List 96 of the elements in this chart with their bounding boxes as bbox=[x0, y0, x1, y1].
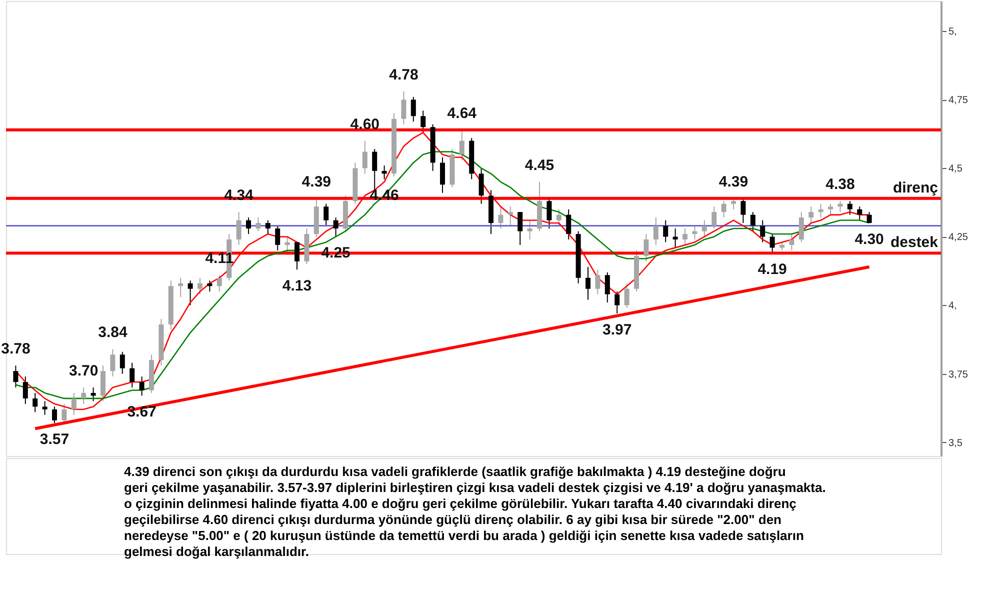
candlestick bbox=[246, 217, 251, 234]
candlestick bbox=[188, 280, 193, 306]
candlestick bbox=[518, 212, 523, 246]
candlestick bbox=[760, 220, 766, 243]
ref-line-label: destek bbox=[890, 234, 939, 252]
candlestick bbox=[644, 233, 649, 262]
y-tick-label: 4, bbox=[948, 300, 957, 312]
candlestick bbox=[52, 406, 57, 424]
candlestick bbox=[256, 217, 261, 232]
candlestick bbox=[110, 348, 116, 378]
candlestick bbox=[362, 140, 368, 174]
candlestick bbox=[382, 164, 387, 180]
candlestick bbox=[498, 206, 504, 229]
candlestick bbox=[546, 198, 552, 229]
candlestick bbox=[42, 400, 48, 416]
candlestick bbox=[324, 203, 329, 226]
text: 4.13 bbox=[282, 278, 312, 295]
candlestick bbox=[682, 228, 688, 246]
candlestick bbox=[712, 206, 717, 229]
text: 4.78 bbox=[389, 66, 418, 84]
candlestick bbox=[828, 203, 833, 216]
candlestick bbox=[604, 272, 610, 304]
candlestick bbox=[653, 217, 658, 246]
candlestick bbox=[702, 220, 707, 238]
candlestick bbox=[216, 274, 222, 292]
candlestick bbox=[692, 225, 698, 240]
ref-line-label: direnç bbox=[892, 179, 938, 196]
text: 4.45 bbox=[524, 156, 554, 174]
candlestick bbox=[847, 200, 852, 216]
candlestick bbox=[614, 291, 620, 314]
text: 3.70 bbox=[69, 362, 98, 380]
candlestick bbox=[284, 236, 290, 254]
candlestick bbox=[808, 206, 814, 224]
candlestick bbox=[130, 362, 135, 388]
candlestick bbox=[333, 217, 338, 238]
text: 3.78 bbox=[1, 340, 30, 358]
y-tick-label: 3,75 bbox=[948, 369, 968, 380]
candlestick bbox=[32, 392, 38, 413]
candlestick bbox=[789, 233, 794, 251]
candlestick bbox=[857, 206, 862, 221]
text: 3.84 bbox=[98, 324, 128, 342]
candlestick bbox=[71, 392, 76, 416]
text: 4.38 bbox=[826, 176, 855, 194]
y-tick-label: 3,5 bbox=[948, 438, 963, 449]
candlestick bbox=[81, 386, 86, 404]
candlestick bbox=[586, 266, 590, 300]
candlestick bbox=[798, 212, 804, 243]
candlestick bbox=[672, 228, 678, 248]
text: 4.39 bbox=[302, 173, 331, 190]
candlestick bbox=[440, 156, 445, 194]
candlestick bbox=[294, 242, 300, 270]
candlestick bbox=[459, 129, 464, 160]
candlestick bbox=[740, 198, 746, 224]
text: 3.67 bbox=[127, 404, 156, 421]
candlestick bbox=[178, 277, 184, 298]
candlestick bbox=[275, 225, 280, 251]
candlestick bbox=[818, 203, 824, 218]
y-tick-label: 4,75 bbox=[948, 95, 968, 106]
candlestick bbox=[527, 220, 532, 240]
candlestick bbox=[62, 403, 67, 424]
candlestick bbox=[556, 208, 562, 226]
candlestick bbox=[198, 277, 202, 295]
candlestick bbox=[721, 200, 726, 218]
candlestick bbox=[566, 208, 572, 240]
candlestick bbox=[236, 212, 242, 246]
candlestick bbox=[265, 220, 270, 234]
candlestick bbox=[478, 168, 484, 204]
candlestick bbox=[401, 90, 406, 125]
candlestick bbox=[22, 376, 28, 404]
candlestick bbox=[838, 200, 843, 213]
candlestick bbox=[13, 365, 18, 388]
candlestick bbox=[410, 96, 416, 122]
candlestick bbox=[750, 212, 756, 232]
y-tick-label: 5, bbox=[948, 26, 957, 38]
text: 4.19 bbox=[758, 261, 787, 278]
text: 4.11 bbox=[205, 250, 234, 268]
candlestick bbox=[372, 148, 378, 191]
y-tick-label: 4,5 bbox=[948, 164, 963, 175]
candlestick bbox=[120, 351, 125, 374]
candlestick bbox=[508, 206, 513, 226]
text: 4.64 bbox=[447, 104, 476, 122]
text: 4.39 direnci son çıkışı da durdurdu kısa vadeli grafiklerde (saatlik grafiğe bakılmakta ) 4.19 desteğine doğru geri çekilme yaşanabilir. 3.57-3.97 diplerini birleştiren çizgi kısa vadeli destek çizgisi ve 4.19' a doğru yanaşmakta. o çizginin delinmesi halinde fiyatta 4.00 e doğru geri çekilme görülebilir. Yukarı tarafta 4.40 civarındaki direnç geçilebilirse 4.60 direnci çıkışı durdurma yönünde güçlü direnç olabilir. 6 ay gibi kısa bir sürede "2.00" den neredeyse "5.00" e ( 20 kuruşun üstünde da temettü verdi bu arada ) geldiği için senette kısa vadede satışların gelmesi doğal karşılanmalıdır. bbox=[124, 464, 826, 559]
text: 3.97 bbox=[602, 321, 632, 338]
candlestick bbox=[595, 269, 600, 295]
candlestick bbox=[420, 110, 426, 134]
text: 4.39 bbox=[718, 173, 748, 190]
candlestick bbox=[207, 280, 212, 292]
candlestick bbox=[663, 220, 668, 243]
candlestick bbox=[139, 376, 144, 396]
candlestick bbox=[624, 282, 630, 308]
candlestick bbox=[90, 386, 96, 402]
text: 4.30 bbox=[854, 231, 884, 248]
y-tick-label: 4,25 bbox=[948, 232, 968, 244]
text: 4.60 bbox=[350, 116, 380, 133]
text: 3.57 bbox=[40, 431, 70, 448]
candlestick bbox=[770, 233, 775, 254]
